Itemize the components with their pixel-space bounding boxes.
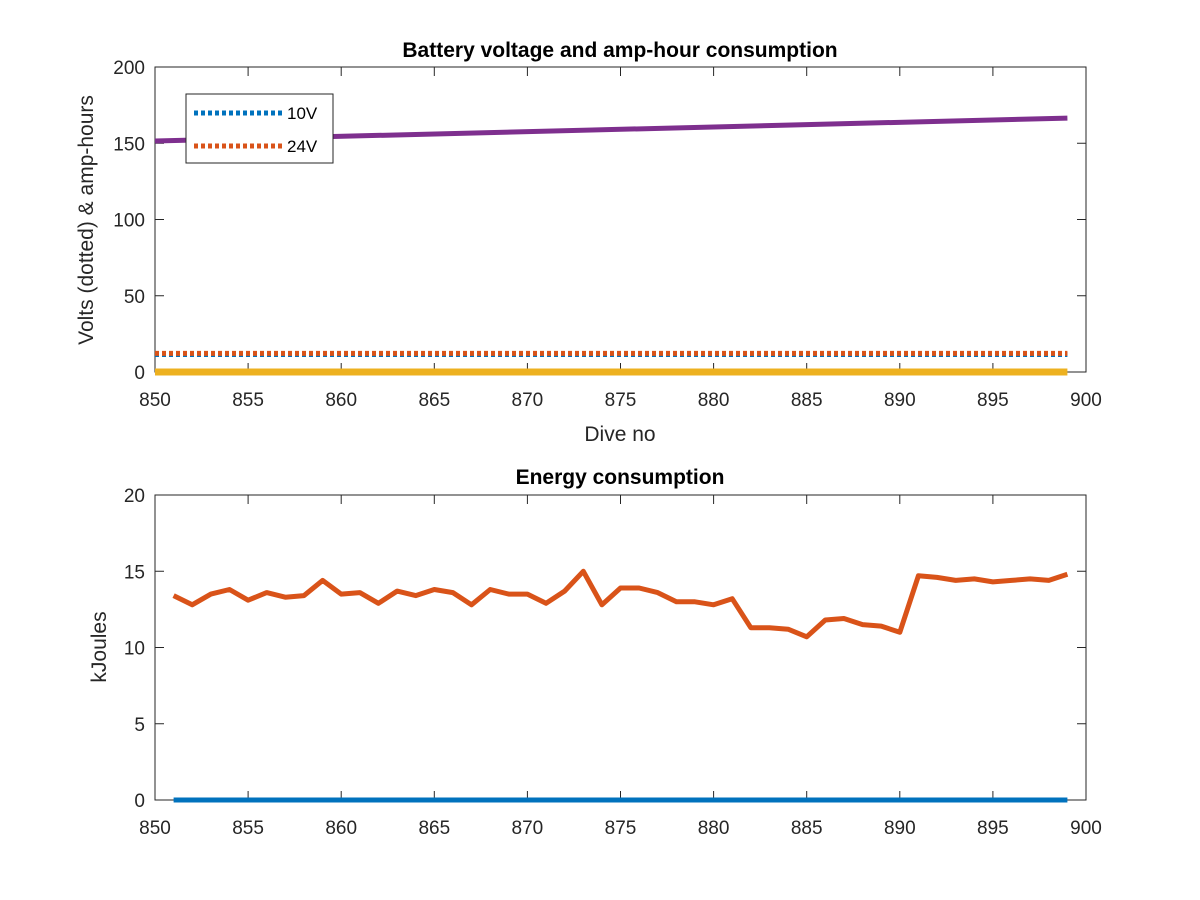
bottom-chart-title: Energy consumption [516, 466, 725, 489]
bottom-x-tick-label: 900 [1070, 818, 1102, 839]
bottom-x-tick-label: 880 [698, 818, 730, 839]
bottom-y-tick-label: 5 [134, 715, 145, 736]
top-y-tick-label: 50 [124, 287, 145, 308]
top-y-tick-label: 150 [113, 134, 145, 155]
bottom-axis-ticks: 850 855 860 865 870 875 880 885 890 895 900 0 5 10 15 2… [124, 486, 1102, 839]
top-x-tick-label: 855 [232, 390, 264, 411]
bottom-y-axis-label: kJoules [88, 611, 111, 682]
top-chart-title: Battery voltage and amp-hour consumption [402, 39, 837, 62]
top-x-tick-label: 895 [977, 390, 1009, 411]
top-x-tick-label: 880 [698, 390, 730, 411]
top-x-tick-label: 885 [791, 390, 823, 411]
bottom-y-tick-label: 0 [134, 791, 145, 812]
bottom-x-tick-label: 885 [791, 818, 823, 839]
top-y-axis-label: Volts (dotted) & amp-hours [75, 95, 98, 345]
top-x-tick-label: 890 [884, 390, 916, 411]
energy-subplot: 850 855 860 865 870 875 880 885 890 895 900 0 5 10 15 2… [88, 466, 1102, 839]
top-x-tick-label: 860 [325, 390, 357, 411]
bottom-y-tick-label: 20 [124, 486, 145, 507]
top-y-tick-label: 200 [113, 58, 145, 79]
bottom-axes-frame [154, 494, 1087, 801]
bottom-x-tick-label: 870 [512, 818, 544, 839]
bottom-x-tick-label: 895 [977, 818, 1009, 839]
bottom-x-tick-label: 875 [605, 818, 637, 839]
top-x-tick-label: 900 [1070, 390, 1102, 411]
legend-10v-label: 10V [287, 104, 318, 123]
bottom-x-tick-label: 860 [325, 818, 357, 839]
bottom-x-tick-label: 865 [418, 818, 450, 839]
legend: 10V 24V [185, 93, 334, 164]
bottom-x-tick-label: 890 [884, 818, 916, 839]
top-x-tick-label: 875 [605, 390, 637, 411]
top-x-axis-label: Dive no [584, 423, 655, 446]
bottom-y-tick-label: 10 [124, 639, 145, 660]
legend-24v-label: 24V [287, 137, 318, 156]
legend-box [185, 93, 334, 164]
bottom-x-tick-label: 850 [139, 818, 171, 839]
bottom-x-tick-label: 855 [232, 818, 264, 839]
top-y-tick-label: 0 [134, 363, 145, 384]
bottom-series-group [172, 568, 1069, 803]
top-axis-ticks: 850 855 860 865 870 875 880 885 890 895 900 0 50 100 1… [113, 58, 1102, 411]
top-y-tick-label: 100 [113, 211, 145, 232]
top-x-tick-label: 865 [418, 390, 450, 411]
battery-subplot: 850 855 860 865 870 875 880 885 890 895 900 0 50 100 1… [75, 39, 1102, 446]
top-x-tick-label: 870 [512, 390, 544, 411]
bottom-y-tick-label: 15 [124, 562, 145, 583]
bottom-series-line-0 [172, 568, 1069, 640]
top-x-tick-label: 850 [139, 390, 171, 411]
